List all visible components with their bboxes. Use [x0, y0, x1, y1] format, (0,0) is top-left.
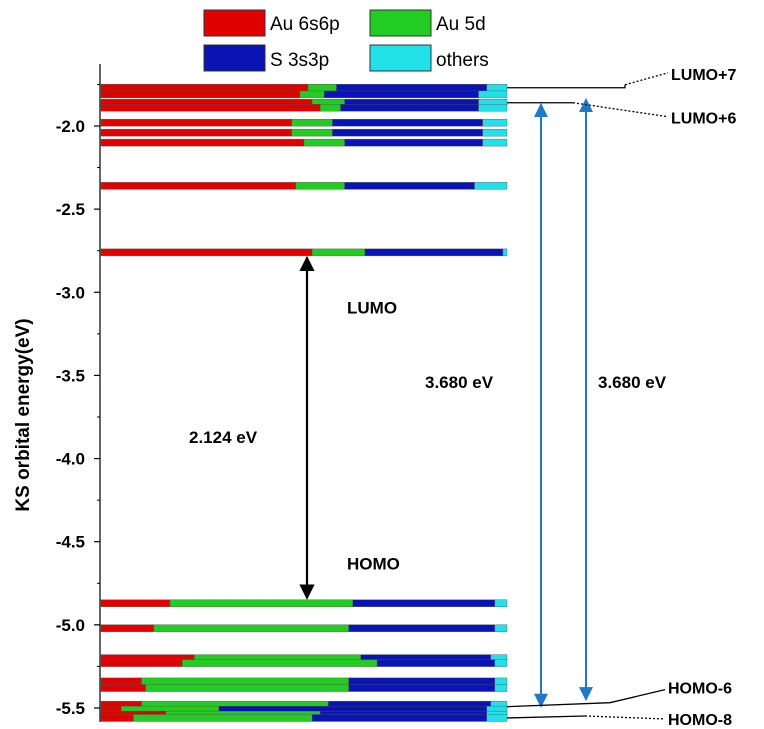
- legend-label-au5d: Au 5d: [436, 14, 486, 35]
- level-segment-s3s3p: [311, 714, 487, 722]
- level-segment-others: [478, 90, 508, 99]
- lumo-label: LUMO: [347, 298, 397, 317]
- level-segment-s3s3p: [348, 684, 496, 692]
- level-segment-au6s6p: [100, 599, 171, 607]
- label-homo-minus-6: HOMO-6: [668, 681, 732, 698]
- level-segment-others: [494, 624, 508, 632]
- label-lumo-plus-6: LUMO+6: [671, 111, 736, 128]
- level-segment-s3s3p: [332, 118, 483, 127]
- legend-label-s3s3p: S 3s3p: [270, 50, 329, 71]
- y-tick-label: -4.5: [56, 533, 85, 552]
- level-segment-s3s3p: [336, 84, 487, 92]
- gap-value-label-right: 3.680 eV: [598, 373, 667, 392]
- legend-label-au6s6p: Au 6s6p: [270, 14, 340, 35]
- level-segment-s3s3p: [348, 624, 496, 632]
- level-segment-au5d: [299, 90, 325, 99]
- level-segment-others: [494, 684, 508, 692]
- level-segment-s3s3p: [324, 90, 479, 99]
- callout-dots-lumo7: [624, 72, 669, 86]
- level-segment-others: [486, 84, 508, 92]
- y-axis-label: KS orbital energy(eV): [13, 318, 34, 511]
- y-axis-tick-labels: -2.0 -2.5 -3.0 -3.5 -4.0 -4.5 -5.0 -5.5: [56, 117, 85, 718]
- y-tick-label: -3.0: [56, 283, 85, 302]
- y-tick-label: -5.5: [56, 699, 85, 718]
- level-segment-s3s3p: [340, 104, 479, 112]
- level-segment-s3s3p: [344, 138, 483, 147]
- legend: Au 6s6p Au 5d S 3s3p others: [203, 9, 489, 72]
- level-segment-s3s3p: [352, 599, 496, 607]
- level-segment-au5d: [169, 599, 353, 607]
- level-segment-au6s6p: [100, 624, 154, 632]
- level-segment-au6s6p: [100, 677, 142, 686]
- level-segment-others: [486, 714, 508, 722]
- level-segment-au5d: [153, 624, 349, 632]
- callout-line-homo8: [506, 715, 586, 719]
- level-segment-s3s3p: [364, 248, 504, 257]
- level-segment-au6s6p: [100, 182, 297, 190]
- y-tick-label: -5.0: [56, 616, 85, 635]
- legend-swatch-au5d: [369, 9, 432, 37]
- orbital-levels: [100, 84, 508, 722]
- level-segment-au5d: [303, 138, 345, 147]
- y-tick-label: -2.5: [56, 200, 85, 219]
- level-segment-others: [494, 659, 508, 667]
- level-segment-s3s3p: [376, 659, 496, 667]
- legend-swatch-s3s3p: [203, 44, 266, 72]
- level-segment-au5d: [311, 248, 366, 257]
- level-segment-s3s3p: [332, 128, 483, 137]
- callout-line-homo6: [506, 689, 666, 708]
- level-segment-au6s6p: [100, 84, 309, 92]
- orbital-callouts: LUMO+7 LUMO+6 HOMO-6 HOMO-8: [506, 67, 736, 729]
- callout-dots-homo8: [584, 715, 666, 720]
- legend-label-others: others: [436, 50, 489, 71]
- level-segment-au5d: [181, 659, 378, 667]
- y-tick-label: -3.5: [56, 366, 85, 385]
- level-segment-others: [482, 118, 508, 127]
- homo-label: HOMO: [347, 554, 400, 573]
- legend-swatch-au6s6p: [203, 9, 266, 37]
- callout-dots-lumo6: [572, 102, 669, 118]
- level-segment-au5d: [141, 677, 349, 686]
- y-axis-ticks: [94, 83, 100, 709]
- level-segment-au6s6p: [100, 684, 146, 692]
- level-segment-others: [494, 599, 508, 607]
- level-segment-au5d: [307, 84, 337, 92]
- level-segment-au6s6p: [100, 714, 134, 722]
- label-homo-minus-8: HOMO-8: [668, 712, 732, 729]
- y-tick-label: -4.0: [56, 450, 85, 469]
- level-segment-au6s6p: [100, 138, 305, 147]
- level-segment-au6s6p: [100, 104, 321, 112]
- level-segment-others: [502, 248, 508, 257]
- level-segment-others: [482, 138, 508, 147]
- legend-swatch-others: [369, 44, 432, 72]
- level-segment-others: [478, 104, 508, 112]
- level-segment-s3s3p: [348, 677, 496, 686]
- level-segment-au6s6p: [100, 118, 293, 127]
- level-segment-others: [474, 182, 508, 190]
- level-segment-au5d: [145, 684, 349, 692]
- y-tick-label: -2.0: [56, 117, 85, 136]
- level-segment-au5d: [291, 128, 333, 137]
- level-segment-au5d: [320, 104, 341, 112]
- callout-line-lumo7: [507, 84, 626, 89]
- gap-value-label: 2.124 eV: [189, 428, 258, 447]
- level-segment-au6s6p: [100, 659, 183, 667]
- level-segment-others: [482, 128, 508, 137]
- level-segment-au5d: [295, 182, 345, 190]
- level-segment-au5d: [133, 714, 313, 722]
- label-lumo-plus-7: LUMO+7: [671, 67, 736, 84]
- level-segment-others: [494, 677, 508, 686]
- level-segment-s3s3p: [344, 182, 475, 190]
- gap-value-label-left: 3.680 eV: [425, 373, 494, 392]
- level-segment-au5d: [291, 118, 333, 127]
- level-segment-au6s6p: [100, 248, 313, 257]
- level-segment-au6s6p: [100, 128, 293, 137]
- level-segment-au6s6p: [100, 90, 301, 99]
